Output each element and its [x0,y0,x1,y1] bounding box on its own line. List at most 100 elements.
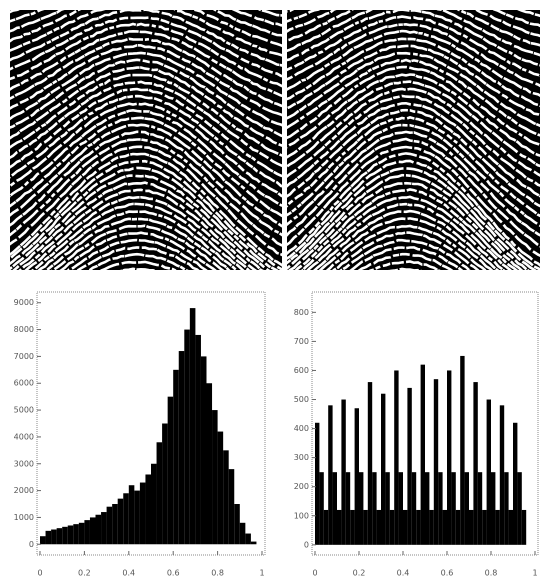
y-tick-label: 1000 [14,513,34,522]
ridge [10,22,282,88]
ridge [312,209,500,270]
bar [117,498,124,545]
ridge [325,224,487,270]
ridge [10,43,282,117]
ridge [24,195,251,270]
ridge [287,15,540,78]
y-tick-label: 500 [294,395,309,404]
bar [376,509,381,545]
ridge [10,51,282,127]
ridge [287,10,540,57]
ridge [5,326,285,373]
bar [482,509,487,545]
ridge [294,188,519,270]
bar [84,520,90,545]
ridge [287,65,540,147]
ridge [287,167,537,270]
bar [332,472,337,545]
bar [184,329,190,545]
bar [337,509,342,545]
bar [195,334,201,545]
bar [517,472,522,545]
bar [407,387,412,545]
x-tick-label: 0.2 [78,569,91,578]
bar [234,504,240,545]
bar [438,472,443,545]
bar [429,509,434,545]
bar [56,528,63,545]
y-tick-label: 0 [29,540,34,549]
bar [508,509,513,545]
ridge [10,73,282,157]
ridge [287,44,540,117]
bar [123,493,129,545]
bar [239,522,246,545]
ridge [318,217,494,270]
bar [521,509,527,545]
bar [45,530,52,545]
x-tick-label: 0.4 [122,569,135,578]
ridge [10,116,282,218]
ridge [282,298,542,354]
bar [319,472,324,545]
y-tick-label: 700 [294,337,309,346]
bar [398,472,403,545]
ridge [10,10,282,27]
ridge [10,174,271,270]
bar [112,504,118,545]
ridge [287,29,540,97]
ridge [287,80,540,168]
ridge [368,260,441,270]
bar [62,526,68,545]
y-tick-label: 4000 [14,432,34,441]
bar [354,408,359,545]
ridge [10,159,282,270]
ridge [5,297,285,354]
ridge [288,181,524,270]
ridge [306,202,506,270]
bar [212,410,218,545]
x-tick-label: 0 [312,569,317,578]
bar [447,370,452,545]
ridge [287,101,540,198]
bar [217,431,224,545]
bar [425,472,430,545]
ridge [287,58,540,137]
ridge [287,87,540,177]
bar [499,405,505,545]
ridge [332,231,480,270]
bar [363,509,368,545]
x-tick-label: 0.8 [485,569,498,578]
ridge [282,0,542,6]
bar [328,405,333,545]
bar [486,399,491,545]
ridge [5,319,285,368]
bar [372,472,377,545]
bar [460,355,465,545]
bar [469,509,474,545]
ridge [10,66,282,147]
bar [315,422,320,545]
ridge [99,260,178,270]
bar [95,514,102,545]
bar [420,364,425,545]
bar [442,509,447,545]
ridge [287,137,540,248]
y-tick-label: 300 [294,453,309,462]
bar [51,529,57,545]
ridge [282,327,542,373]
plot-frame [36,291,266,556]
ridge [10,123,282,228]
bar [451,472,456,545]
bar [78,522,85,545]
bar [504,472,509,545]
ridge [339,238,471,270]
ridge [37,210,239,270]
bar [403,509,408,545]
ridge [287,51,540,128]
ridge [5,290,285,351]
bar [106,506,113,545]
bar [151,463,157,545]
y-tick-label: 6000 [14,379,34,388]
y-tick-label: 200 [294,482,309,491]
